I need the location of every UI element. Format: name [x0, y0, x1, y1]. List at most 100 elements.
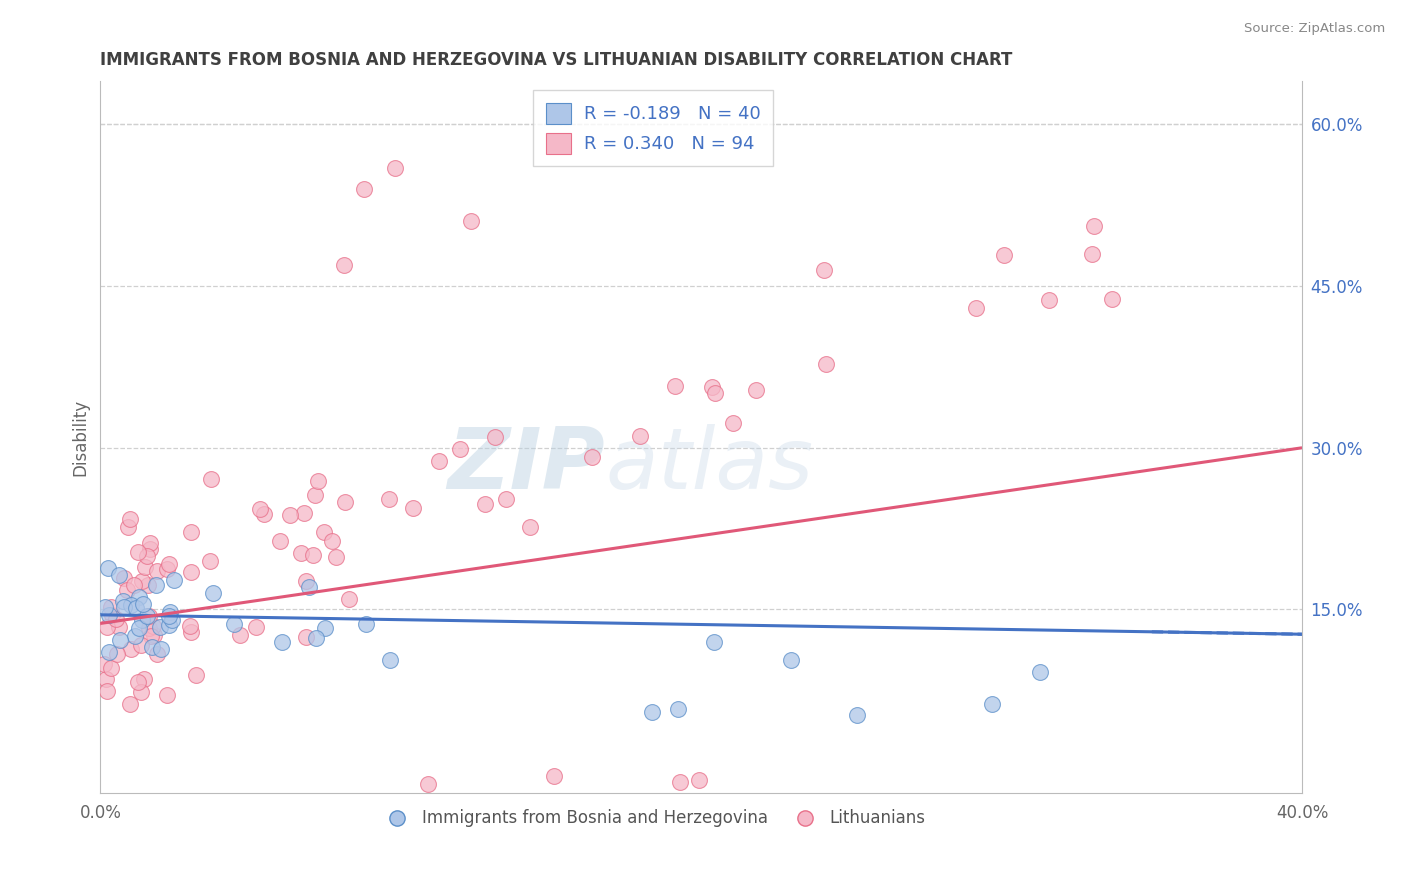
Point — [325, 549, 347, 564]
Point — [295, 630, 318, 644]
Point — [779, 653, 801, 667]
Point — [301, 548, 323, 562]
Point — [100, 661, 122, 675]
Point — [1080, 247, 1102, 261]
Point — [120, 599, 142, 613]
Legend: Immigrants from Bosnia and Herzegovina, Lithuanians: Immigrants from Bosnia and Herzegovina, … — [374, 803, 932, 834]
Y-axis label: Disability: Disability — [72, 399, 89, 475]
Point — [278, 508, 301, 522]
Point — [127, 675, 149, 690]
Point — [112, 600, 135, 615]
Point — [129, 638, 152, 652]
Point — [155, 562, 177, 576]
Point — [134, 672, 156, 686]
Point — [815, 357, 838, 371]
Point — [304, 631, 326, 645]
Point — [160, 614, 183, 628]
Point — [129, 685, 152, 699]
Point — [1038, 293, 1060, 308]
Point — [120, 642, 142, 657]
Point — [117, 520, 139, 534]
Point — [474, 497, 496, 511]
Point — [703, 635, 725, 649]
Point — [136, 577, 159, 591]
Point — [142, 618, 165, 632]
Point — [402, 500, 425, 515]
Point — [253, 507, 276, 521]
Point — [100, 608, 122, 623]
Point — [145, 578, 167, 592]
Point — [97, 561, 120, 575]
Point — [245, 620, 267, 634]
Point — [108, 633, 131, 648]
Point — [384, 161, 406, 175]
Point — [149, 620, 172, 634]
Point — [321, 534, 343, 549]
Point — [97, 645, 120, 659]
Point — [333, 494, 356, 508]
Point — [124, 629, 146, 643]
Point — [314, 621, 336, 635]
Point — [356, 617, 378, 632]
Point — [304, 488, 326, 502]
Point — [292, 506, 315, 520]
Point — [295, 574, 318, 588]
Point — [993, 248, 1015, 262]
Point — [703, 386, 725, 401]
Point — [332, 258, 354, 272]
Point — [628, 429, 651, 443]
Point — [179, 619, 201, 633]
Text: ZIP: ZIP — [447, 424, 605, 507]
Point — [688, 772, 710, 787]
Point — [96, 683, 118, 698]
Point — [378, 492, 401, 507]
Point — [184, 668, 207, 682]
Point — [117, 583, 139, 598]
Point — [122, 577, 145, 591]
Point — [131, 574, 153, 588]
Point — [163, 574, 186, 588]
Point — [1083, 219, 1105, 233]
Point — [180, 524, 202, 539]
Point — [460, 214, 482, 228]
Point — [845, 708, 868, 723]
Point — [156, 689, 179, 703]
Point — [132, 597, 155, 611]
Point — [198, 554, 221, 568]
Point — [1101, 292, 1123, 306]
Point — [664, 379, 686, 393]
Point — [157, 609, 180, 624]
Point — [495, 491, 517, 506]
Point — [180, 566, 202, 580]
Point — [107, 568, 129, 582]
Point — [308, 474, 330, 488]
Point — [141, 640, 163, 654]
Point — [581, 450, 603, 464]
Point — [94, 599, 117, 614]
Point — [157, 617, 180, 632]
Point — [135, 609, 157, 624]
Point — [222, 617, 245, 632]
Point — [139, 628, 162, 642]
Point — [416, 777, 439, 791]
Point — [139, 542, 162, 557]
Point — [202, 586, 225, 600]
Point — [128, 621, 150, 635]
Point — [127, 545, 149, 559]
Point — [484, 430, 506, 444]
Point — [96, 620, 118, 634]
Point — [449, 442, 471, 456]
Point — [337, 591, 360, 606]
Point — [105, 612, 128, 626]
Point — [200, 472, 222, 486]
Point — [543, 770, 565, 784]
Point — [981, 698, 1004, 712]
Point — [143, 628, 166, 642]
Point — [94, 672, 117, 686]
Point — [669, 775, 692, 789]
Point — [270, 635, 292, 649]
Point — [112, 571, 135, 585]
Point — [135, 549, 157, 563]
Point — [146, 564, 169, 578]
Point — [519, 520, 541, 534]
